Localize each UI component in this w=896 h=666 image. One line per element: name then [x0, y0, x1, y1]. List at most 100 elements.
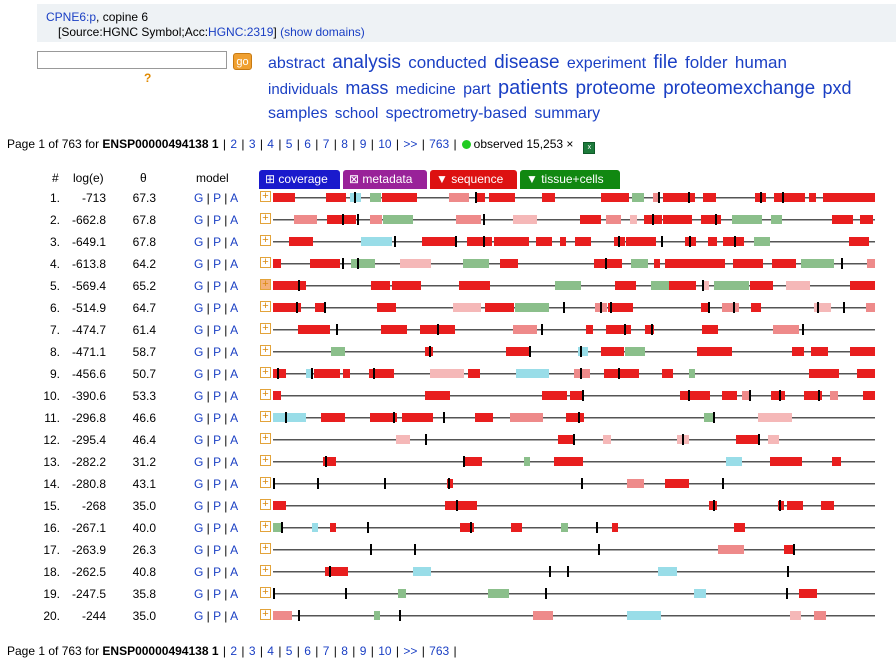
coverage-track[interactable]: [273, 275, 875, 297]
expand-row-icon[interactable]: +: [260, 235, 271, 246]
model-a-link[interactable]: A: [230, 499, 239, 513]
model-g-link[interactable]: G: [194, 411, 204, 425]
model-p-link[interactable]: P: [213, 191, 221, 205]
model-a-link[interactable]: A: [230, 543, 239, 557]
expand-row-icon[interactable]: +: [260, 499, 271, 510]
model-p-link[interactable]: P: [213, 323, 221, 337]
model-g-link[interactable]: G: [194, 499, 204, 513]
model-g-link[interactable]: G: [194, 389, 204, 403]
pager-page-link[interactable]: 8: [341, 644, 348, 658]
keyword-link[interactable]: medicine: [395, 81, 456, 98]
expand-row-icon[interactable]: +: [260, 587, 271, 598]
keyword-link[interactable]: conducted: [408, 53, 487, 72]
coverage-track[interactable]: [273, 341, 875, 363]
pager-page-link[interactable]: 9: [359, 137, 367, 151]
model-a-link[interactable]: A: [230, 191, 239, 205]
pager-page-link[interactable]: 9: [359, 644, 367, 658]
keyword-link[interactable]: abstract: [268, 55, 325, 72]
coverage-track[interactable]: [273, 363, 875, 385]
coverage-track[interactable]: [273, 297, 875, 319]
go-button[interactable]: go: [233, 53, 252, 70]
expand-row-icon[interactable]: +: [260, 433, 271, 444]
coverage-track[interactable]: [273, 187, 875, 209]
model-a-link[interactable]: A: [230, 257, 239, 271]
model-a-link[interactable]: A: [230, 279, 239, 293]
model-p-link[interactable]: P: [213, 301, 221, 315]
pager-last-link[interactable]: 763: [429, 644, 450, 658]
model-a-link[interactable]: A: [230, 477, 239, 491]
observed-count[interactable]: observed 15,253 ×: [473, 137, 574, 151]
pager-page-link[interactable]: 8: [341, 137, 348, 151]
keyword-link[interactable]: pxd: [822, 78, 852, 98]
pager-page-link[interactable]: 10: [378, 137, 392, 151]
pager-page-link[interactable]: 4: [267, 644, 274, 658]
keyword-link[interactable]: disease: [494, 52, 560, 73]
pager-page-link[interactable]: 2: [230, 137, 238, 151]
model-p-link[interactable]: P: [213, 213, 221, 227]
model-a-link[interactable]: A: [230, 521, 239, 535]
pager-page-link[interactable]: 3: [248, 137, 256, 151]
keyword-link[interactable]: part: [463, 81, 491, 98]
model-a-link[interactable]: A: [230, 609, 239, 623]
model-p-link[interactable]: P: [213, 565, 221, 579]
tab-sequence[interactable]: ▼ sequence: [430, 170, 517, 189]
model-p-link[interactable]: P: [213, 279, 221, 293]
gene-link[interactable]: CPNE6:p: [46, 10, 97, 24]
expand-row-icon[interactable]: +: [260, 323, 271, 334]
model-g-link[interactable]: G: [194, 477, 204, 491]
model-g-link[interactable]: G: [194, 609, 204, 623]
keyword-link[interactable]: school: [334, 105, 379, 122]
coverage-track[interactable]: [273, 319, 875, 341]
expand-row-icon[interactable]: +: [260, 389, 271, 400]
coverage-track[interactable]: [273, 583, 875, 605]
model-p-link[interactable]: P: [213, 433, 221, 447]
keyword-link[interactable]: individuals: [268, 81, 339, 98]
expand-row-icon[interactable]: +: [260, 213, 271, 224]
coverage-track[interactable]: [273, 561, 875, 583]
model-g-link[interactable]: G: [194, 345, 204, 359]
coverage-track[interactable]: [273, 253, 875, 275]
expand-row-icon[interactable]: +: [260, 301, 271, 312]
expand-row-icon[interactable]: +: [260, 279, 271, 290]
spreadsheet-icon[interactable]: x: [583, 142, 596, 154]
keyword-link[interactable]: analysis: [332, 52, 401, 73]
help-icon[interactable]: ?: [144, 71, 152, 85]
expand-row-icon[interactable]: +: [260, 609, 271, 620]
col-header-loge[interactable]: log(e): [73, 171, 104, 185]
keyword-link[interactable]: file: [653, 52, 678, 73]
pager-page-link[interactable]: 7: [322, 644, 330, 658]
pager-page-link[interactable]: 4: [267, 137, 274, 151]
search-input[interactable]: [37, 51, 227, 69]
model-a-link[interactable]: A: [230, 455, 239, 469]
pager-page-link[interactable]: 5: [285, 137, 293, 151]
model-a-link[interactable]: A: [230, 323, 239, 337]
pager-page-link[interactable]: 2: [230, 644, 238, 658]
keyword-link[interactable]: samples: [268, 105, 328, 122]
pager-page-link[interactable]: 7: [322, 137, 330, 151]
expand-row-icon[interactable]: +: [260, 455, 271, 466]
model-p-link[interactable]: P: [213, 543, 221, 557]
model-g-link[interactable]: G: [194, 257, 204, 271]
model-g-link[interactable]: G: [194, 433, 204, 447]
model-p-link[interactable]: P: [213, 455, 221, 469]
model-p-link[interactable]: P: [213, 345, 221, 359]
model-a-link[interactable]: A: [230, 367, 239, 381]
model-p-link[interactable]: P: [213, 521, 221, 535]
pager-page-link[interactable]: 10: [378, 644, 392, 658]
expand-row-icon[interactable]: +: [260, 565, 271, 576]
pager-page-link[interactable]: 5: [285, 644, 293, 658]
keyword-link[interactable]: experiment: [566, 55, 647, 72]
tab-tissue-cells[interactable]: ▼ tissue+cells: [520, 170, 620, 189]
coverage-track[interactable]: [273, 231, 875, 253]
model-a-link[interactable]: A: [230, 389, 239, 403]
model-p-link[interactable]: P: [213, 477, 221, 491]
model-p-link[interactable]: P: [213, 499, 221, 513]
model-a-link[interactable]: A: [230, 433, 239, 447]
keyword-link[interactable]: mass: [345, 78, 389, 98]
coverage-track[interactable]: [273, 429, 875, 451]
model-p-link[interactable]: P: [213, 235, 221, 249]
model-p-link[interactable]: P: [213, 389, 221, 403]
pager-page-link[interactable]: 6: [304, 137, 311, 151]
expand-row-icon[interactable]: +: [260, 191, 271, 202]
coverage-track[interactable]: [273, 495, 875, 517]
